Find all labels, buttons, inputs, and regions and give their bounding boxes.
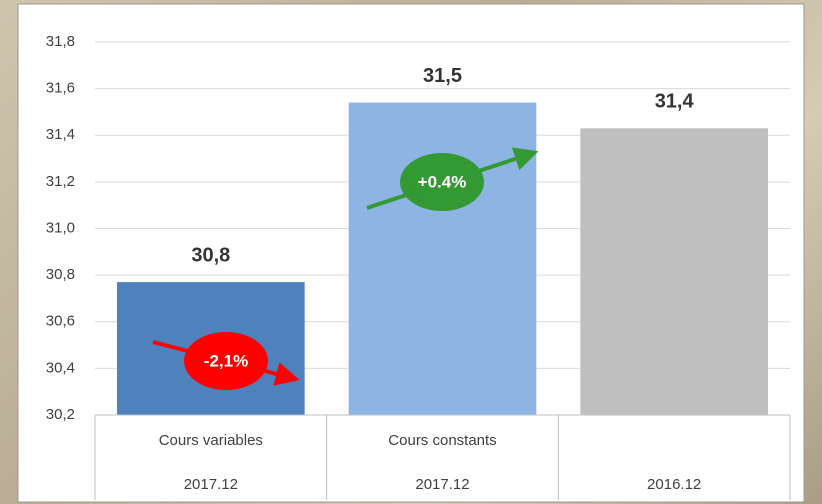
x-tick-label: Cours constants — [388, 432, 496, 449]
bar — [348, 102, 537, 416]
y-tick-label: 31,2 — [46, 173, 75, 190]
annotation-text: +0.4% — [418, 172, 467, 191]
y-tick-label: 30,8 — [46, 266, 75, 283]
group-label: 2017.12 — [415, 476, 469, 493]
y-tick-label: 30,2 — [46, 406, 75, 423]
value-label: 31,4 — [655, 91, 695, 113]
group-label: 2016.12 — [647, 476, 701, 493]
y-tick-label: 31,6 — [46, 80, 75, 97]
annotation-arrow — [366, 147, 539, 210]
value-label: 31,5 — [423, 65, 462, 87]
y-tick-label: 30,6 — [46, 313, 75, 330]
value-label: 30,8 — [191, 244, 230, 266]
y-tick-label: 31,8 — [46, 33, 75, 50]
group-label: 2017.12 — [184, 476, 238, 493]
y-tick-label: 30,4 — [46, 359, 75, 376]
y-tick-label: 31,0 — [46, 219, 75, 236]
x-tick-label: Cours variables — [159, 432, 263, 449]
y-tick-label: 31,4 — [46, 126, 75, 143]
annotation-arrow — [152, 340, 300, 386]
annotation-text: -2,1% — [204, 351, 248, 370]
bar — [580, 128, 768, 415]
